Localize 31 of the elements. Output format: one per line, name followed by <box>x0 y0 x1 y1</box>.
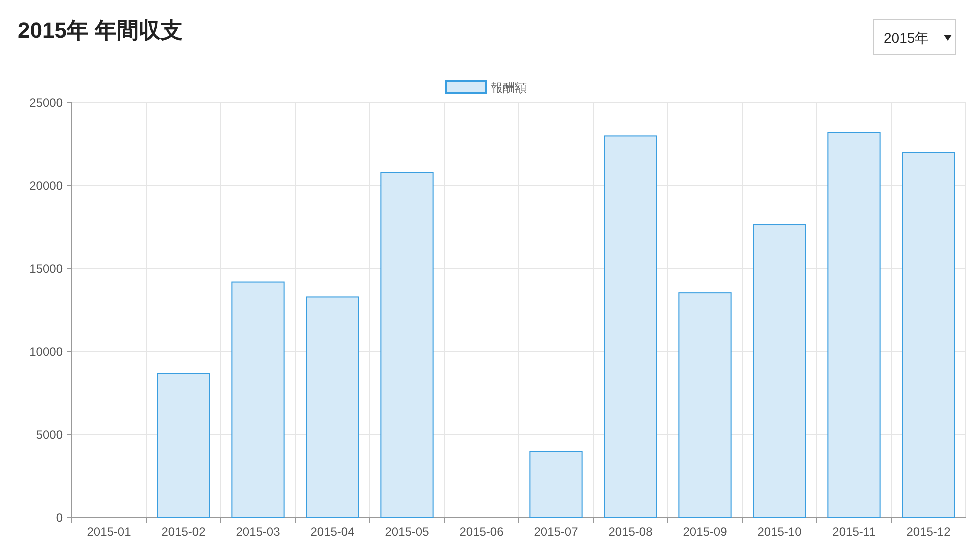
x-tick-label: 2015-02 <box>162 525 206 539</box>
bar <box>604 136 658 518</box>
x-tick-label: 2015-03 <box>236 525 281 539</box>
y-tick-label: 25000 <box>30 96 64 110</box>
bar <box>902 152 956 518</box>
x-tick-label: 2015-01 <box>87 525 132 539</box>
x-tick-label: 2015-04 <box>310 525 356 539</box>
bar <box>530 451 583 518</box>
legend-label: 報酬額 <box>491 81 527 95</box>
y-tick-label: 5000 <box>36 428 64 442</box>
y-tick-label: 15000 <box>30 262 64 276</box>
y-tick-label: 0 <box>56 511 64 525</box>
y-tick-label: 20000 <box>30 179 64 193</box>
bar <box>157 373 210 518</box>
x-tick-label: 2015-12 <box>906 525 952 539</box>
x-tick-label: 2015-05 <box>385 525 430 539</box>
x-tick-label: 2015-11 <box>832 525 876 539</box>
text: 2015年 <box>884 30 930 46</box>
bar <box>380 172 434 518</box>
bar <box>828 132 881 518</box>
x-tick-label: 2015-08 <box>608 525 654 539</box>
x-tick-label: 2015-10 <box>758 525 802 539</box>
y-tick-label: 10000 <box>30 345 64 359</box>
x-tick-label: 2015-09 <box>683 525 728 539</box>
chart-title: 2015年 年間収支 <box>18 18 184 43</box>
bar <box>753 224 806 518</box>
bar <box>678 292 732 518</box>
bar <box>232 282 285 518</box>
x-tick-label: 2015-07 <box>534 525 579 539</box>
bar <box>306 296 360 518</box>
x-tick-label: 2015-06 <box>460 525 504 539</box>
